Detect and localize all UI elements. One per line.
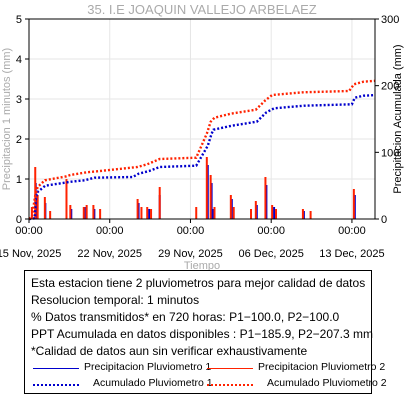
bar-2-1	[34, 167, 37, 219]
legend-label-accum-1: Acumulado Pluviometro 1	[93, 377, 213, 389]
bar-2-23	[254, 201, 257, 219]
bar-2-19	[213, 207, 216, 219]
precipitation-chart: 0 1 2 3 4 5 0 100 200 300 00:00 15 Nov, 2025 00:00 22…	[0, 2, 404, 270]
x-tick-date-1: 22 Nov, 2025	[77, 248, 142, 260]
bar-2-28	[309, 211, 312, 219]
bar-2-14	[150, 209, 153, 219]
bar-2-17	[205, 157, 208, 219]
x-tick-date-0: 15 Nov, 2025	[0, 248, 61, 260]
y-left-axis-label: Precipitacion 1 minutos (mm)	[1, 48, 13, 190]
info-line-resolution: Resolucion temporal: 1 minutos	[31, 293, 200, 307]
x-axis-label: Tiempo	[184, 260, 220, 270]
info-line-transmitted: % Datos transmitidos* en 720 horas: P1−1…	[31, 310, 340, 324]
x-tick-time-3: 00:00	[257, 225, 285, 237]
y-left-tick-label-5: 5	[16, 14, 22, 26]
x-tick-date-4: 13 Dec, 2025	[319, 248, 384, 260]
station-info-box: Esta estacion tiene 2 pluviometros para …	[24, 270, 387, 394]
bar-2-26	[275, 209, 278, 219]
y-right-tick-label-0: 0	[381, 214, 387, 226]
y-right-axis-label: Precipitacion Acumulada (mm)	[392, 44, 404, 193]
bar-2-29	[352, 189, 355, 219]
info-line-pluviometers: Esta estacion tiene 2 pluviometros para …	[31, 276, 366, 290]
bar-2-15	[158, 187, 161, 219]
chart-title: 35. I.E JOAQUIN VALLEJO ARBELAEZ	[87, 2, 317, 17]
info-line-accumulated: PPT Acumulada en datos disponibles : P1−…	[31, 327, 373, 341]
bar-2-10	[99, 209, 102, 219]
bar-2-2	[36, 195, 39, 219]
bar-2-9	[92, 205, 95, 219]
legend-label-accum-2: Acumulado Pluviometro 2	[267, 377, 387, 389]
bar-2-11	[136, 199, 139, 219]
x-tick-time-0: 00:00	[15, 225, 43, 237]
y-left-tick-label-3: 3	[16, 94, 22, 106]
plot-frame	[28, 18, 376, 220]
y-left-tick-label-4: 4	[16, 54, 22, 66]
bar-2-4	[49, 211, 52, 219]
bar-2-16	[195, 207, 198, 219]
bar-2-3	[43, 197, 46, 219]
bar-2-0	[30, 207, 33, 219]
bar-1-7	[148, 209, 151, 219]
bar-2-25	[271, 205, 274, 219]
bar-2-27	[301, 209, 304, 219]
legend-swatch-precip-2	[207, 368, 253, 369]
legend-label-precip-2: Precipitacion Pluviometro 2	[258, 361, 386, 373]
bar-2-20	[229, 195, 232, 219]
x-tick-date-2: 29 Nov, 2025	[158, 248, 223, 260]
x-tick-time-2: 00:00	[177, 225, 205, 237]
accumulated-line-1	[28, 93, 376, 221]
accumulated-line-2	[28, 79, 376, 220]
info-line-quality-note: *Calidad de datos aun sin verificar exha…	[31, 344, 308, 358]
bar-2-7	[82, 207, 85, 219]
bar-2-24	[264, 177, 267, 219]
y-left-tick-label-1: 1	[16, 174, 22, 186]
x-tick-time-1: 00:00	[96, 225, 124, 237]
bar-2-6	[69, 205, 72, 219]
bar-2-5	[65, 179, 68, 219]
legend-swatch-precip-1	[33, 368, 79, 369]
bar-2-21	[232, 207, 235, 219]
bar-2-12	[140, 207, 143, 219]
y-right-tick-label-1: 100	[381, 147, 399, 159]
bar-2-13	[146, 207, 149, 219]
bar-2-22	[250, 209, 253, 219]
bar-1-15	[273, 207, 276, 219]
x-tick-time-4: 00:00	[338, 225, 366, 237]
legend-swatch-accum-2	[207, 384, 253, 386]
x-tick-date-3: 06 Dec, 2025	[238, 248, 303, 260]
legend-label-precip-1: Precipitacion Pluviometro 1	[84, 361, 212, 373]
y-left-tick-label-0: 0	[16, 214, 22, 226]
bar-2-18	[209, 175, 212, 219]
y-right-tick-label-3: 300	[381, 14, 399, 26]
bar-2-8	[85, 205, 88, 219]
y-left-tick-label-2: 2	[16, 134, 22, 146]
y-right-tick-label-2: 200	[381, 81, 399, 93]
legend-swatch-accum-1	[33, 384, 79, 386]
